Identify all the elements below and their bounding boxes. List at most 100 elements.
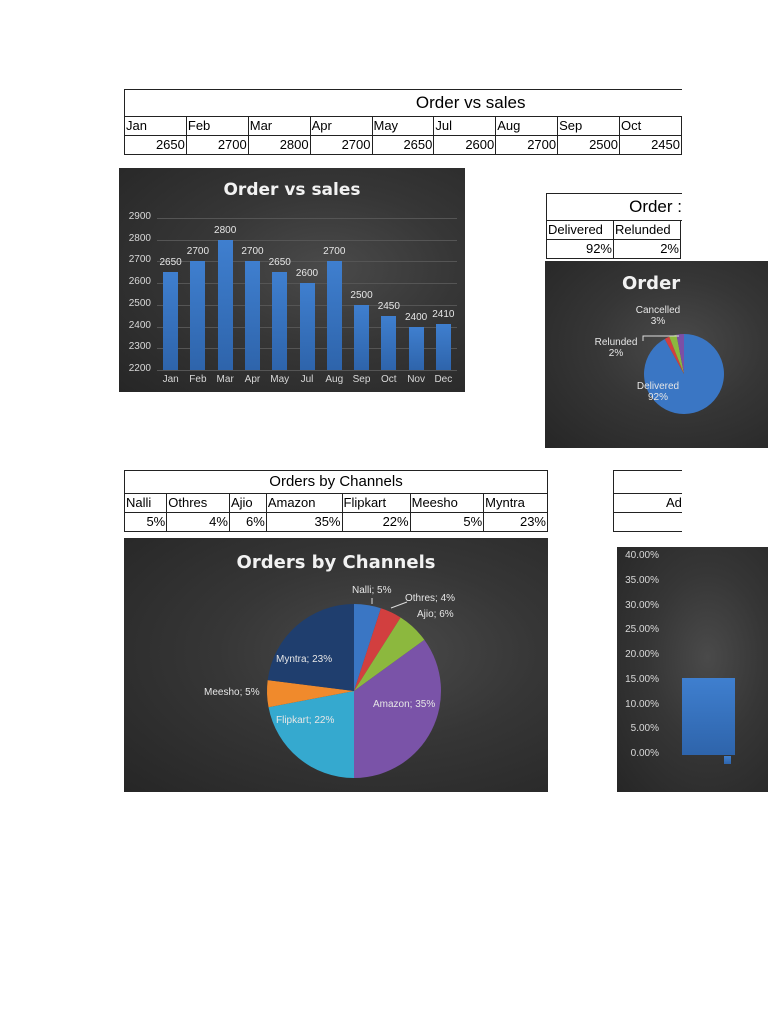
order-vs-sales-table: Order vs sales Jan Feb Mar Apr May Jul A… <box>124 89 682 155</box>
data-label: 2650 <box>159 257 182 269</box>
leader-line <box>642 335 679 341</box>
gridline <box>157 261 457 263</box>
header-cell: Meesho <box>409 493 485 513</box>
pie-slice-myntra <box>267 604 354 691</box>
table-header-row: Nalli Othres Ajio Amazon Flipkart Meesho… <box>123 493 548 513</box>
data-label-delivered: Delivered 92% <box>636 381 680 403</box>
data-label: 2800 <box>214 224 237 236</box>
data-label-meesho: Meesho; 5% <box>204 687 260 698</box>
data-label: 2700 <box>323 246 346 258</box>
bar <box>299 283 315 370</box>
value-cell: 6% <box>228 512 267 532</box>
pie-plot <box>267 598 441 778</box>
value-cell: 4% <box>166 512 230 532</box>
table-header-row: Jan Feb Mar Apr May Jul Aug Sep Oct <box>124 116 682 136</box>
x-tick-label: Sep <box>352 374 371 385</box>
y-tick-label: 40.00% <box>625 550 659 561</box>
y-tick-label: 2700 <box>128 254 151 266</box>
x-tick-label: Jul <box>300 374 314 385</box>
table-row: 2650 2700 2800 2700 2650 2600 2700 2500 … <box>124 135 682 155</box>
ad-table-clip: Ad 15.47% <box>613 470 682 536</box>
x-tick-label: Jan <box>162 374 179 385</box>
value-cell: 23% <box>483 512 548 532</box>
value-cell: 2700 <box>185 135 249 155</box>
value-cell: 5% <box>123 512 168 532</box>
pie-slice-othres <box>354 608 401 691</box>
table-row: 5% 4% 6% 35% 22% 5% 23% <box>123 512 548 532</box>
data-label: 2410 <box>432 309 455 321</box>
y-tick-label: 25.00% <box>625 624 659 636</box>
value-cell <box>681 240 683 259</box>
x-tick-label: Apr <box>244 374 261 385</box>
chart-title: Order <box>622 273 681 294</box>
value-cell: 2700 <box>309 135 373 155</box>
value-cell: 5% <box>409 512 485 532</box>
pie-slice-relunded <box>664 336 684 374</box>
header-cell: May <box>371 116 435 136</box>
data-label: 2450 <box>377 300 400 312</box>
header-cell: Ajio <box>228 493 267 513</box>
header-cell: Relunded <box>613 220 681 240</box>
y-tick-label: 2900 <box>128 211 151 222</box>
value-cell: 35% <box>265 512 343 532</box>
data-label: 2650 <box>268 257 291 269</box>
pie-slice-amazon <box>354 639 441 778</box>
order-vs-sales-bar-chart: Order vs sales 2900 2800 2700 2600 2500 2400 2… <box>119 168 465 392</box>
pie-slice-nalli <box>354 604 381 691</box>
y-tick-label: 35.00% <box>625 574 659 586</box>
bar <box>381 315 397 370</box>
y-tick-label: 10.00% <box>625 698 659 710</box>
header-cell: Mar <box>247 116 311 136</box>
header-cell: Ad <box>613 493 682 513</box>
header-cell: Othres <box>166 493 230 513</box>
gridline <box>157 370 457 371</box>
value-cell: 15.47% <box>613 512 682 532</box>
bar <box>408 326 424 370</box>
table-title: Order vs sales <box>124 89 682 117</box>
header-cell <box>681 221 683 240</box>
header-cell: Jul <box>433 116 497 136</box>
bar <box>354 304 370 370</box>
pie-slice-cancelled <box>669 334 684 374</box>
chart-title: Order vs sales <box>223 180 361 200</box>
pie-slice-other <box>676 334 684 374</box>
ad-percentage-bar-chart: 40.00% 35.00% 30.00% 25.00% 20.00% 15.00% 10.0… <box>617 547 768 792</box>
value-cell: 22% <box>341 512 411 532</box>
data-label: 2700 <box>241 246 264 258</box>
orders-by-channels-table: Orders by Channels Nalli Othres Ajio Ama… <box>123 470 548 532</box>
data-label-amazon: Amazon; 35% <box>373 699 436 710</box>
y-tick-label: 2200 <box>128 363 151 374</box>
orders-by-channels-pie-chart: Orders by Channels Nalli; 5% Othres; 4% … <box>124 538 548 792</box>
header-cell: Jan <box>124 116 187 136</box>
value-cell: 2650 <box>124 135 187 155</box>
x-tick-label: May <box>270 374 290 385</box>
header-cell: Amazon <box>265 493 343 513</box>
y-tick-label: 5.00% <box>630 723 659 735</box>
pie-slice-ajio <box>354 617 425 691</box>
x-tick-label: Feb <box>189 374 207 385</box>
value-cell: 2650 <box>371 135 435 155</box>
x-tick-label: Oct <box>381 374 397 385</box>
bar <box>326 261 342 370</box>
pie-slice-flipkart <box>268 691 354 778</box>
data-label: 2500 <box>350 289 373 301</box>
header-cell: Apr <box>309 116 373 136</box>
data-label-relunded: Relunded 2% <box>594 337 638 359</box>
table-title: Order : <box>546 193 682 221</box>
header-cell: Flipkart <box>341 493 411 513</box>
y-tick-label: 30.00% <box>625 599 659 611</box>
x-tick-label: Mar <box>216 374 234 385</box>
ad-table: Ad 15.47% <box>613 470 682 532</box>
pie-slice-meesho <box>267 680 354 708</box>
y-tick-label: 2600 <box>128 276 151 288</box>
x-tick-label: Dec <box>434 374 453 385</box>
value-cell: 2450 <box>619 135 682 155</box>
header-cell: Feb <box>185 116 249 136</box>
bar-small <box>724 756 731 764</box>
data-label-cancelled: Cancelled 3% <box>635 305 681 327</box>
header-cell: Sep <box>557 116 620 136</box>
data-label-ajio: Ajio; 6% <box>417 609 454 620</box>
table-title <box>613 470 682 494</box>
order-status-table-clip: Order : Delivered Relunded 92% 2% <box>546 193 682 259</box>
bar <box>435 324 451 370</box>
